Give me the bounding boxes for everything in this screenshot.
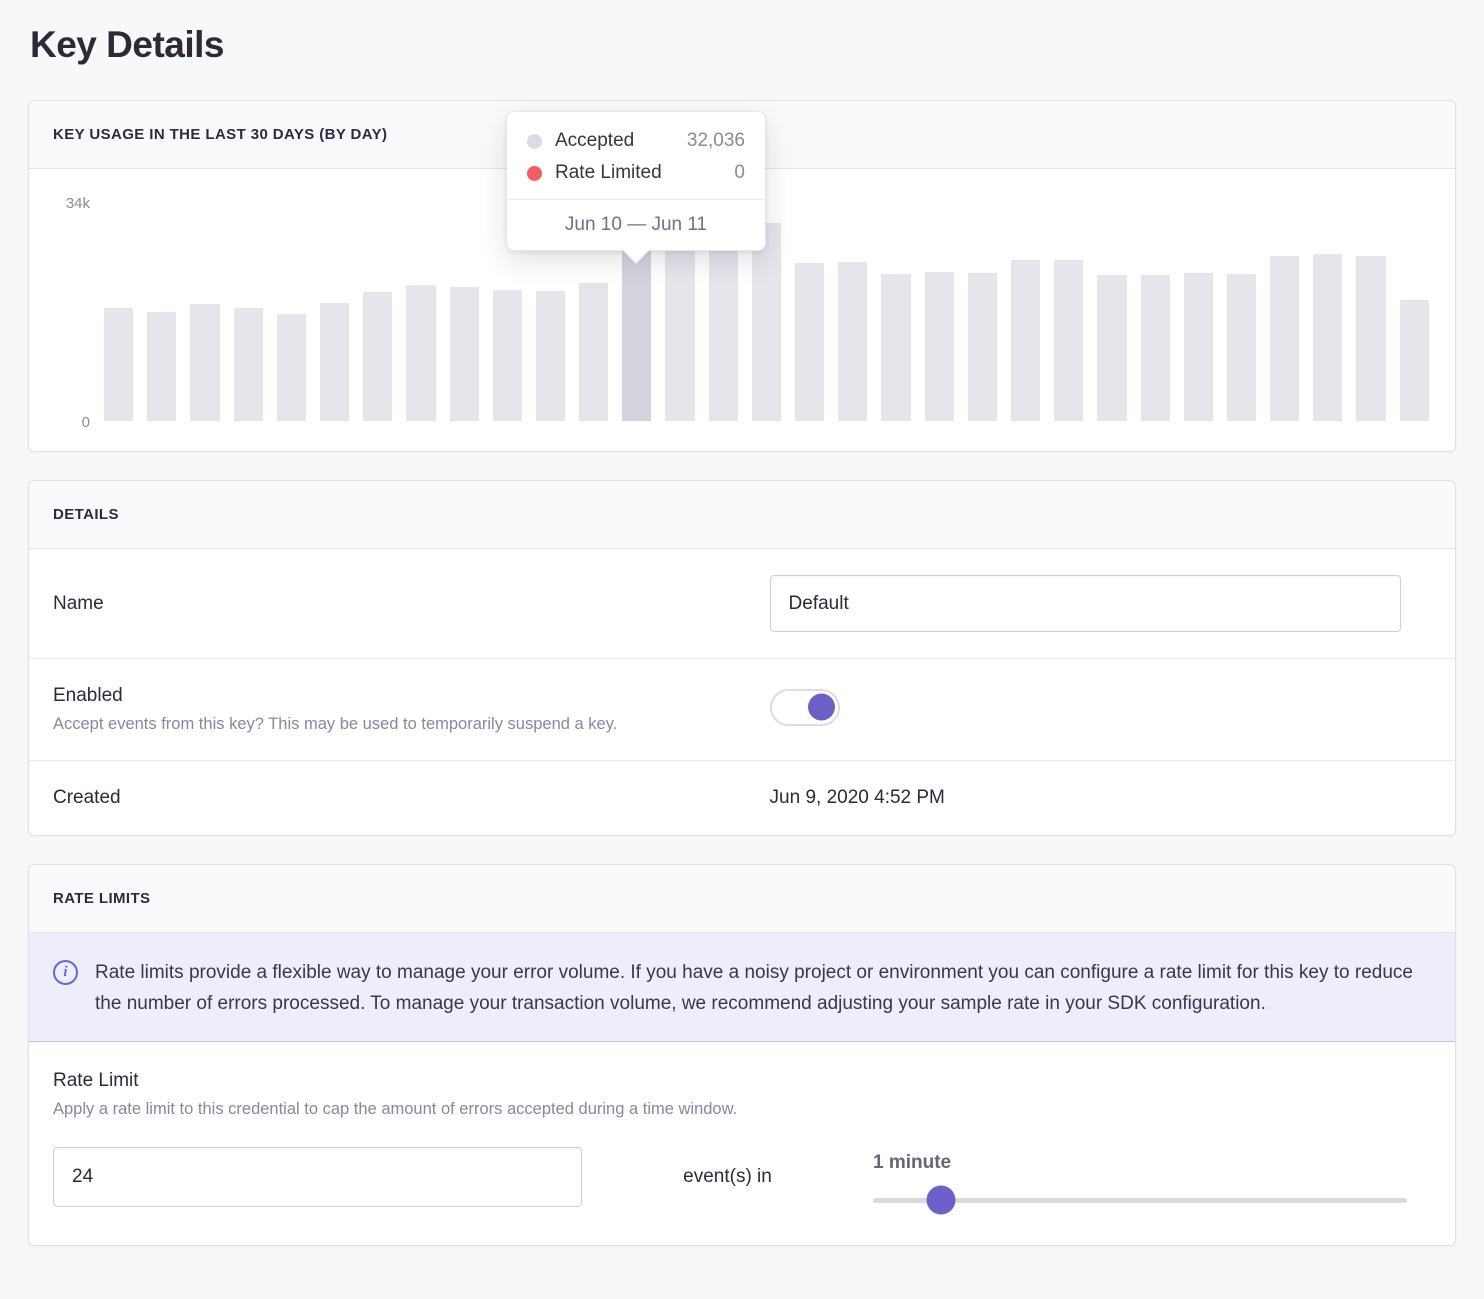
- chart-bar[interactable]: [1140, 189, 1170, 421]
- chart-bar[interactable]: [924, 189, 954, 421]
- chart-bar[interactable]: [967, 189, 997, 421]
- enabled-help-text: Accept events from this key? This may be…: [53, 715, 618, 733]
- chart-bar[interactable]: [276, 189, 306, 421]
- chart-bar[interactable]: [1226, 189, 1257, 421]
- rate-limit-connector-text: event(s) in: [683, 1166, 772, 1187]
- chart-bar[interactable]: [449, 189, 479, 421]
- y-axis-max-label: 34k: [65, 195, 90, 212]
- tooltip-rate-limited-label: Rate Limited: [555, 162, 662, 183]
- chart-bar[interactable]: [1270, 189, 1300, 421]
- rate-limited-series-dot-icon: [527, 165, 542, 181]
- key-usage-panel: KEY USAGE IN THE LAST 30 DAYS (BY DAY) 3…: [28, 100, 1456, 452]
- chart-bar[interactable]: [795, 189, 825, 421]
- accepted-series-dot-icon: [527, 133, 542, 149]
- enabled-label: Enabled: [53, 685, 123, 706]
- created-row: Created Jun 9, 2020 4:52 PM: [29, 761, 1455, 835]
- chart-bar[interactable]: [1010, 189, 1041, 421]
- chart-bar[interactable]: [535, 189, 566, 421]
- created-label: Created: [53, 787, 121, 808]
- chart-bar[interactable]: [1356, 189, 1386, 421]
- rate-limits-info-alert: i Rate limits provide a flexible way to …: [29, 933, 1455, 1042]
- chart-bar[interactable]: [233, 189, 263, 421]
- chart-bar[interactable]: [1399, 189, 1429, 421]
- chart-bar[interactable]: [363, 189, 393, 421]
- rate-limit-row: Rate Limit Apply a rate limit to this cr…: [29, 1042, 1455, 1245]
- tooltip-accepted-label: Accepted: [555, 130, 635, 151]
- details-panel: DETAILS Name Enabled Accept events from …: [28, 480, 1456, 836]
- rate-limits-panel: RATE LIMITS i Rate limits provide a flex…: [28, 864, 1456, 1246]
- chart-bar[interactable]: [665, 189, 695, 421]
- rate-limit-window-slider-knob[interactable]: [926, 1185, 956, 1215]
- tooltip-row-rate-limited: Rate Limited 0: [527, 157, 745, 189]
- page-title: Key Details: [30, 24, 225, 65]
- enabled-row: Enabled Accept events from this key? Thi…: [29, 659, 1455, 761]
- rate-limit-count-input[interactable]: [53, 1147, 582, 1207]
- rate-limits-panel-header: RATE LIMITS: [29, 865, 1455, 933]
- rate-limit-label: Rate Limit: [53, 1070, 139, 1091]
- rate-limits-info-text: Rate limits provide a flexible way to ma…: [95, 962, 1413, 1014]
- rate-limit-window-label: 1 minute: [873, 1151, 952, 1173]
- chart-bar[interactable]: [1313, 189, 1343, 421]
- chart-bar[interactable]: [708, 189, 738, 421]
- chart-bars: [104, 189, 1429, 421]
- created-value: Jun 9, 2020 4:52 PM: [769, 787, 945, 808]
- name-row: Name: [29, 549, 1455, 659]
- tooltip-date-range: Jun 10 — Jun 11: [507, 199, 765, 250]
- chart-bar[interactable]: [881, 189, 911, 421]
- enabled-toggle-knob[interactable]: [807, 693, 835, 721]
- chart-bar[interactable]: [579, 189, 609, 421]
- chart-bar[interactable]: [751, 189, 781, 421]
- chart-bar[interactable]: [406, 189, 436, 421]
- chart-bar[interactable]: [190, 189, 220, 421]
- chart-bar[interactable]: [492, 189, 522, 421]
- chart-bar[interactable]: [1097, 189, 1127, 421]
- chart-bar[interactable]: [1054, 189, 1084, 421]
- chart-bar[interactable]: [319, 189, 350, 421]
- chart-tooltip-body: Accepted 32,036 Rate Limited 0: [507, 112, 765, 199]
- chart-bar[interactable]: [1183, 189, 1213, 421]
- chart-tooltip: Accepted 32,036 Rate Limited 0 Jun 10 — …: [506, 111, 766, 264]
- chart-bar[interactable]: [104, 189, 134, 421]
- tooltip-accepted-value: 32,036: [686, 130, 745, 151]
- enabled-toggle[interactable]: [769, 688, 840, 726]
- tooltip-row-accepted: Accepted 32,036: [527, 125, 745, 157]
- rate-limit-window-slider[interactable]: [873, 1185, 1407, 1215]
- chart-bar[interactable]: [147, 189, 177, 421]
- rate-limit-window-block: 1 minute: [873, 1151, 1431, 1215]
- chart-bar[interactable]: [838, 189, 868, 421]
- y-axis-min-label: 0: [81, 414, 90, 431]
- name-input[interactable]: [769, 575, 1401, 632]
- name-label: Name: [53, 592, 104, 614]
- tooltip-rate-limited-value: 0: [734, 162, 745, 183]
- rate-limit-help-text: Apply a rate limit to this credential to…: [53, 1100, 738, 1118]
- details-panel-header: DETAILS: [29, 481, 1455, 549]
- rate-limit-controls: event(s) in 1 minute: [53, 1147, 1431, 1215]
- info-icon: i: [53, 960, 78, 985]
